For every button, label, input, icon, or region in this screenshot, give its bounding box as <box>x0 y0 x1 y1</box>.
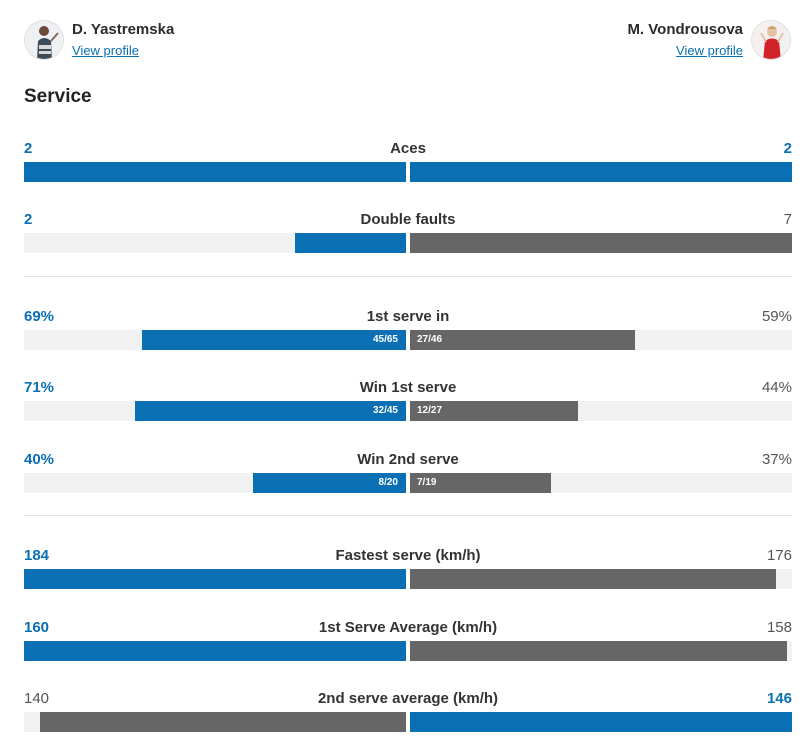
right-bar: 27/46 <box>410 330 636 350</box>
right-bar-track <box>410 162 792 182</box>
stat-fastest-serve-km-h: 184 Fastest serve (km/h) 176 <box>24 545 792 589</box>
right-bar-track: 12/27 <box>410 401 792 421</box>
right-bar <box>410 162 792 182</box>
left-bar <box>24 162 406 182</box>
right-bar-track <box>410 712 792 732</box>
right-value: 158 <box>766 619 792 636</box>
right-bar-track <box>410 233 792 253</box>
stat-win-1st-serve: 71% Win 1st serve 44% 32/45 12/27 <box>24 377 792 421</box>
left-value: 160 <box>24 619 50 636</box>
player-left-avatar[interactable] <box>24 20 64 60</box>
stat-double-faults: 2 Double faults 7 <box>24 209 792 253</box>
left-bar-track <box>24 641 406 661</box>
left-bar-track <box>24 712 406 732</box>
left-fraction: 32/45 <box>372 405 398 416</box>
left-fraction: 8/20 <box>378 477 398 488</box>
stat-aces: 2 Aces 2 <box>24 138 792 182</box>
left-bar <box>24 641 406 661</box>
right-value: 176 <box>766 547 792 564</box>
right-fraction: 7/19 <box>417 477 437 488</box>
left-bar <box>295 233 406 253</box>
section-title: Service <box>24 86 92 107</box>
stat-label: Win 2nd serve <box>357 451 459 468</box>
player-right: M. Vondrousova View profile <box>627 20 791 60</box>
player-right-name: M. Vondrousova <box>627 21 743 38</box>
stat-2nd-serve-average-km-h: 140 2nd serve average (km/h) 146 <box>24 688 792 732</box>
left-value: 184 <box>24 547 50 564</box>
player-right-avatar[interactable] <box>751 20 791 60</box>
right-bar-track <box>410 569 792 589</box>
divider <box>24 515 792 516</box>
left-bar-track: 45/65 <box>24 330 406 350</box>
stat-label: 1st serve in <box>366 308 450 325</box>
stat-label: 1st Serve Average (km/h) <box>318 619 498 636</box>
right-bar <box>410 569 776 589</box>
left-value: 2 <box>24 211 33 228</box>
left-value: 69% <box>24 308 55 325</box>
right-value: 37% <box>761 451 792 468</box>
right-value: 44% <box>761 379 792 396</box>
stat-label: 2nd serve average (km/h) <box>317 690 499 707</box>
right-fraction: 27/46 <box>417 334 443 345</box>
left-bar-track <box>24 569 406 589</box>
player-right-view-profile-link[interactable]: View profile <box>676 43 743 58</box>
left-bar: 32/45 <box>134 401 406 421</box>
left-bar <box>24 569 406 589</box>
stat-1st-serve-in: 69% 1st serve in 59% 45/65 27/46 <box>24 306 792 350</box>
right-bar-track: 27/46 <box>410 330 792 350</box>
right-value: 59% <box>761 308 792 325</box>
left-bar-track: 32/45 <box>24 401 406 421</box>
right-value: 146 <box>766 690 792 707</box>
right-bar: 7/19 <box>410 473 552 493</box>
right-bar <box>410 233 792 253</box>
left-bar: 8/20 <box>253 473 406 493</box>
right-bar <box>410 641 788 661</box>
match-header: D. Yastremska View profile M. Vondrousov… <box>0 0 811 80</box>
right-value: 2 <box>783 140 792 157</box>
stat-label: Double faults <box>360 211 456 228</box>
left-value: 140 <box>24 690 50 707</box>
divider <box>24 276 792 277</box>
left-value: 71% <box>24 379 55 396</box>
left-value: 2 <box>24 140 33 157</box>
player-left-view-profile-link[interactable]: View profile <box>72 43 139 58</box>
left-value: 40% <box>24 451 55 468</box>
player-left-name: D. Yastremska <box>72 21 175 38</box>
right-value: 7 <box>783 211 792 228</box>
right-bar: 12/27 <box>410 401 579 421</box>
left-bar <box>39 712 406 732</box>
right-bar-track: 7/19 <box>410 473 792 493</box>
right-fraction: 12/27 <box>417 405 443 416</box>
left-fraction: 45/65 <box>372 334 398 345</box>
left-bar: 45/65 <box>142 330 406 350</box>
stat-label: Win 1st serve <box>359 379 457 396</box>
stat-1st-serve-average-km-h: 160 1st Serve Average (km/h) 158 <box>24 617 792 661</box>
player-left: D. Yastremska View profile <box>24 20 174 60</box>
stat-label: Aces <box>390 140 426 157</box>
stat-label: Fastest serve (km/h) <box>335 547 481 564</box>
right-bar <box>410 712 792 732</box>
left-bar-track: 8/20 <box>24 473 406 493</box>
left-bar-track <box>24 233 406 253</box>
left-bar-track <box>24 162 406 182</box>
stat-win-2nd-serve: 40% Win 2nd serve 37% 8/20 7/19 <box>24 449 792 493</box>
right-bar-track <box>410 641 792 661</box>
